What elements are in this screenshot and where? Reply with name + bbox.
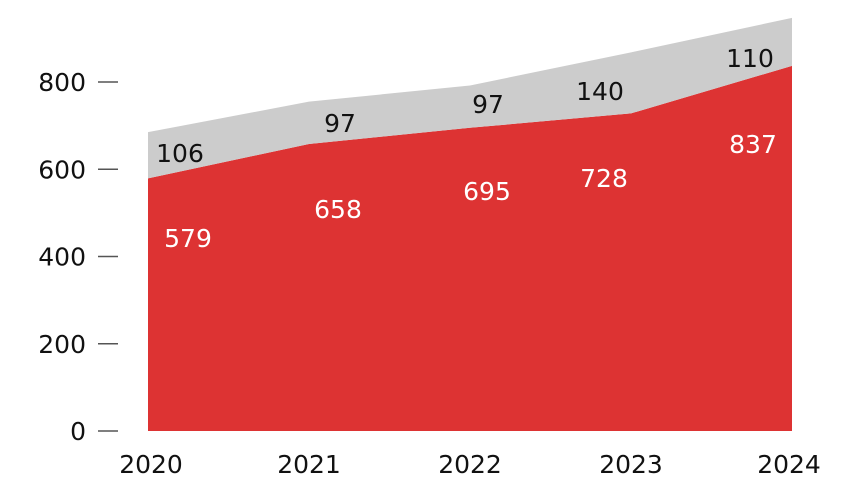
data-label: 97	[324, 109, 356, 138]
area-series-0	[148, 65, 792, 431]
data-label: 97	[472, 90, 504, 119]
data-label: 579	[164, 224, 212, 253]
x-tick-label: 2024	[757, 450, 821, 479]
area-series-1	[148, 17, 792, 179]
x-tick-label: 2020	[119, 450, 183, 479]
y-tick-label: 0	[70, 417, 86, 446]
data-label: 110	[726, 44, 774, 73]
x-tick-label: 2022	[438, 450, 502, 479]
y-tick-label: 800	[38, 68, 86, 97]
data-label: 658	[314, 195, 362, 224]
data-label: 695	[463, 177, 511, 206]
data-label: 140	[576, 77, 624, 106]
x-tick-label: 2023	[599, 450, 663, 479]
y-tick-label: 600	[38, 155, 86, 184]
data-label: 728	[580, 164, 628, 193]
data-label: 837	[729, 130, 777, 159]
y-tick-label: 200	[38, 330, 86, 359]
x-tick-label: 2021	[277, 450, 341, 479]
y-tick-label: 400	[38, 243, 86, 272]
data-label: 106	[156, 139, 204, 168]
